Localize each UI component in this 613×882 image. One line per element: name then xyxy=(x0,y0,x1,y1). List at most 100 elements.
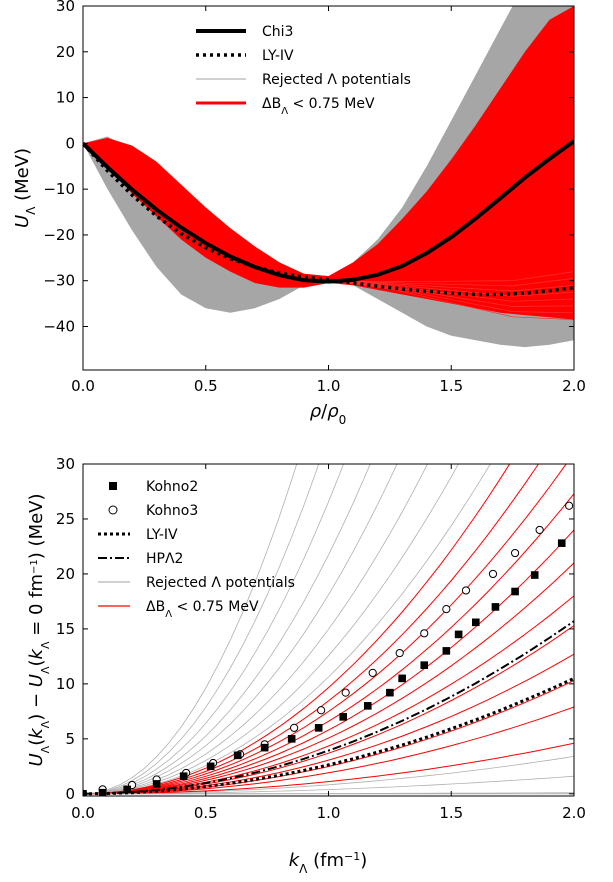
accepted-curve xyxy=(83,529,574,795)
kohno3-point xyxy=(395,648,404,658)
legend-swatch-kohno3 xyxy=(108,505,118,515)
kohno2-point xyxy=(260,743,269,752)
series-ly-iv-bottom xyxy=(83,677,574,796)
rejected-curve xyxy=(83,464,344,795)
accepted-curve xyxy=(83,562,574,795)
accepted-curve xyxy=(83,706,574,795)
x-tick-label: 1.5 xyxy=(439,377,463,395)
y-tick-label: 15 xyxy=(56,620,75,638)
y-tick-label: 30 xyxy=(56,0,75,15)
top-chart: 0.0 0.5 1.0 1.5 2.0 30 20 10 0 −10 −20 −30 −40 Chi3 … xyxy=(12,0,586,427)
accepted-curve xyxy=(83,595,574,795)
y-tick-label: −40 xyxy=(43,318,75,336)
accepted-curve xyxy=(83,680,574,795)
kohno2-point xyxy=(83,790,87,796)
y-tick-label: 20 xyxy=(56,565,75,583)
y-tick-label: 10 xyxy=(56,89,75,107)
y-tick-label: 5 xyxy=(65,730,75,748)
y-tick-label: 20 xyxy=(56,43,75,61)
bottom-y-axis-label: UΛ(kΛ) − UΛ(kΛ = 0 fm−1) (MeV) xyxy=(26,493,52,766)
accepted-curve xyxy=(83,742,574,795)
x-tick-label: 1.0 xyxy=(317,377,341,395)
kohno2-point xyxy=(557,539,566,547)
legend-label-accepted: ΔBΛ < 0.75 MeV xyxy=(262,96,375,117)
kohno3-point xyxy=(510,548,520,558)
top-y-axis-label: UΛ (MeV) xyxy=(12,148,38,228)
kohno2-point xyxy=(472,618,480,627)
y-tick-label: 10 xyxy=(56,675,75,693)
kohno2-point xyxy=(123,785,131,794)
kohno2-point xyxy=(339,713,348,721)
top-legend: Chi3 LY-IV Rejected Λ potentials ΔBΛ < 0… xyxy=(196,24,411,117)
accepted-curve xyxy=(83,464,567,795)
x-tick-label: 0.0 xyxy=(71,804,95,822)
y-tick-label: −20 xyxy=(43,226,75,244)
y-tick-label: −10 xyxy=(43,180,75,198)
kohno3-point xyxy=(535,525,544,535)
kohno3-point xyxy=(341,688,350,697)
accepted-curve xyxy=(83,653,574,795)
rejected-curve xyxy=(83,464,429,795)
kohno2-point xyxy=(152,780,161,788)
kohno3-point xyxy=(420,629,429,638)
bottom-legend: Kohno2 Kohno3 LY-IV HPΛ2 Rejected Λ pote… xyxy=(98,479,295,620)
accepted-fan-line xyxy=(328,280,574,292)
y-tick-label: 0 xyxy=(65,134,75,152)
bottom-chart: 0.0 0.5 1.0 1.5 2.0 0 5 10 15 20 25 30 Kohno2 Kohno… xyxy=(26,455,586,877)
legend-label-accepted-bottom: ΔBΛ < 0.75 MeV xyxy=(146,599,259,620)
kohno2-point xyxy=(511,587,519,596)
kohno2-point xyxy=(491,603,500,611)
kohno3-point xyxy=(290,723,299,732)
kohno2-point xyxy=(179,772,188,781)
rejected-curve xyxy=(83,464,371,795)
rejected-curve xyxy=(83,464,320,795)
rejected-curve xyxy=(83,464,459,795)
kohno2-point xyxy=(363,702,372,710)
legend-label-hp-lambda2: HPΛ2 xyxy=(146,551,183,567)
y-tick-label: 25 xyxy=(56,510,75,528)
accepted-fan-line xyxy=(328,278,574,287)
kohno2-point xyxy=(233,751,242,760)
kohno2-point xyxy=(454,630,463,639)
legend-swatch-kohno2 xyxy=(109,482,117,490)
y-tick-label: 30 xyxy=(56,455,75,473)
x-tick-label: 1.5 xyxy=(439,804,463,822)
legend-label-rejected-bottom: Rejected Λ potentials xyxy=(146,575,295,591)
rejected-curve xyxy=(83,775,574,795)
y-tick-label: −30 xyxy=(43,272,75,290)
kohno3-point xyxy=(317,706,326,715)
x-tick-label: 1.0 xyxy=(317,804,341,822)
rejected-curve xyxy=(83,464,491,795)
kohno2-point xyxy=(530,571,539,579)
kohno3-point xyxy=(461,586,471,595)
x-tick-label: 2.0 xyxy=(562,804,586,822)
legend-label-kohno3: Kohno3 xyxy=(146,503,198,519)
kohno2-point xyxy=(287,735,296,743)
kohno3-point xyxy=(564,501,574,510)
legend-label-rejected: Rejected Λ potentials xyxy=(262,72,411,88)
legend-label-ly-iv: LY-IV xyxy=(262,48,294,64)
kohno2-point xyxy=(98,788,107,796)
x-tick-label: 0.0 xyxy=(71,377,95,395)
x-tick-label: 0.5 xyxy=(194,804,218,822)
legend-label-chi3: Chi3 xyxy=(262,24,293,40)
kohno2-point xyxy=(398,674,406,683)
accepted-curve xyxy=(83,464,511,795)
kohno2-point xyxy=(206,762,215,771)
accepted-fan-line xyxy=(328,271,574,282)
kohno3-point xyxy=(488,569,498,579)
top-x-axis-label: ρ/ρ0 xyxy=(310,401,347,427)
kohno2-point xyxy=(420,661,429,669)
series-chi3 xyxy=(83,139,574,284)
series-hp-lambda2 xyxy=(83,620,574,795)
accepted-fan-line xyxy=(328,280,574,297)
legend-label-ly-iv-bottom: LY-IV xyxy=(146,527,178,543)
accepted-curve xyxy=(83,493,574,795)
kohno2-point xyxy=(442,647,451,655)
x-tick-label: 2.0 xyxy=(562,377,586,395)
bottom-x-axis-label: kΛ (fm−1) xyxy=(289,850,368,877)
rejected-curve xyxy=(83,464,398,795)
kohno3-point xyxy=(442,605,451,614)
legend-label-kohno2: Kohno2 xyxy=(146,479,198,495)
